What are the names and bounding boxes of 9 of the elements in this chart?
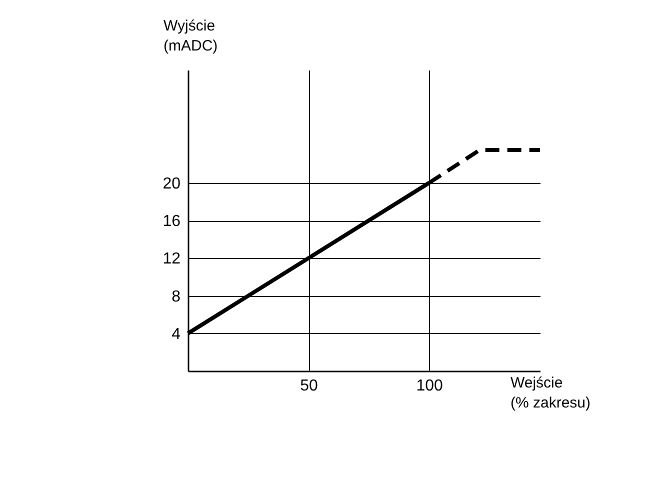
x-tick-label: 50 — [300, 378, 318, 394]
y-tick-label: 20 — [162, 175, 181, 192]
y-tick-label: 12 — [162, 250, 181, 268]
x-axis-title: Wejście (% zakresu) — [510, 374, 591, 412]
x-tick-label: 100 — [416, 378, 444, 394]
y-tick-label: 8 — [172, 288, 181, 306]
y-tick-label: 4 — [172, 326, 181, 343]
y-axis-title: Wyjście (mADC) — [164, 18, 218, 54]
y-tick-label: 16 — [162, 213, 181, 230]
